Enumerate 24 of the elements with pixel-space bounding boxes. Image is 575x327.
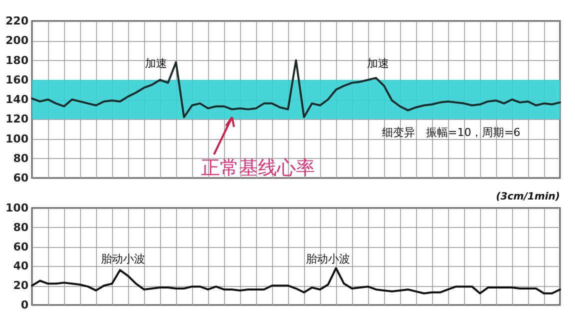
y-tick-label: 220 <box>6 14 29 28</box>
y-tick-label: 20 <box>13 279 29 292</box>
y-tick-label: 60 <box>13 240 29 254</box>
y-tick-label: 80 <box>13 220 29 234</box>
y-tick-label: 40 <box>13 260 29 273</box>
y-tick-label: 0 <box>20 298 29 312</box>
annotation: 加速 <box>145 57 167 70</box>
y-tick-label: 80 <box>13 152 29 165</box>
line-series <box>31 267 561 294</box>
annotation: 正常基线心率 <box>201 157 315 180</box>
annotation: 细变异 振幅=10，周期=6 <box>382 126 520 139</box>
y-tick-label: 60 <box>13 172 29 184</box>
text: (3cm/1min) <box>496 191 560 202</box>
annotation: 胎动小波 <box>306 252 350 266</box>
line-series <box>31 59 561 118</box>
y-tick-label: 100 <box>6 132 29 146</box>
y-tick-label: 140 <box>6 93 29 106</box>
y-tick-label: 200 <box>6 34 29 48</box>
y-tick-label: 100 <box>6 202 29 214</box>
y-tick-label: 160 <box>6 73 29 86</box>
y-tick-label: 180 <box>6 54 29 67</box>
annotation: 加速 <box>367 57 389 70</box>
annotation: 胎动小波 <box>101 252 145 266</box>
y-tick-label: 120 <box>6 112 29 126</box>
